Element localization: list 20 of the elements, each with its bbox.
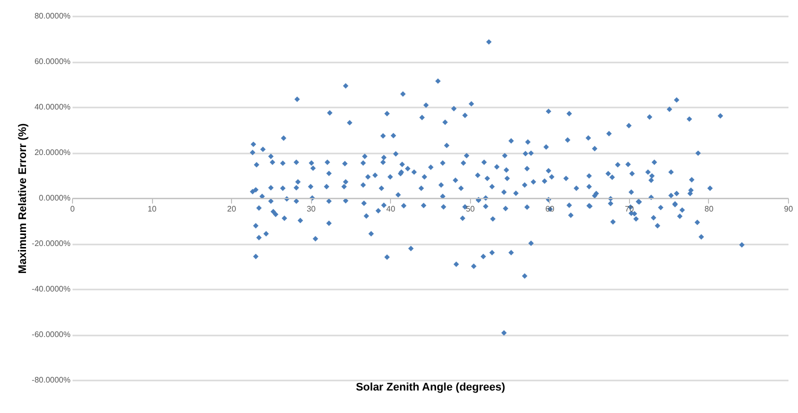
y-tick-label: -40.0000%	[32, 284, 70, 294]
y-tick-label: 80.0000%	[34, 12, 70, 20]
y-tick-label: -80.0000%	[32, 376, 70, 384]
x-tick-label: 0	[70, 204, 76, 214]
x-tick-label: 20	[227, 204, 237, 214]
y-tick-label: 20.0000%	[34, 148, 70, 157]
x-axis-title: Solar Zenith Angle (degrees)	[356, 382, 506, 394]
y-tick-label: 60.0000%	[34, 57, 70, 66]
y-tick-label: 0.0000%	[38, 194, 70, 202]
x-tick-label: 30	[306, 204, 316, 214]
y-tick-label: 40.0000%	[34, 102, 70, 112]
y-tick-label: -20.0000%	[32, 239, 70, 248]
x-tick-label: 10	[148, 204, 158, 214]
x-tick-label: 90	[784, 204, 794, 214]
x-tick-label: 70	[624, 204, 634, 214]
y-axis-title: Maximum Relative Errorr (%)	[16, 122, 29, 274]
x-tick-label: 50	[466, 204, 476, 214]
y-tick-label: -60.0000%	[32, 330, 70, 339]
x-tick-label: 40	[386, 204, 396, 214]
x-tick-label: 80	[704, 204, 714, 214]
